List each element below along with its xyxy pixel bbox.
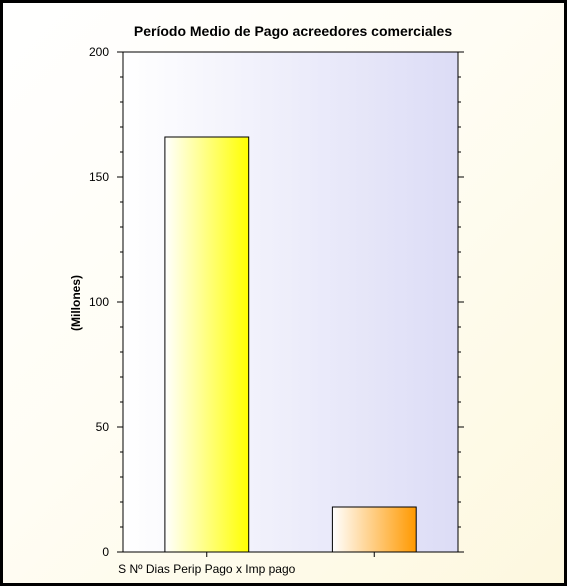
y-tick-label: 100 [89,295,109,309]
bars [164,136,417,553]
bar-chart: Período Medio de Pago acreedores comerci… [69,23,464,576]
y-tick-label: 50 [96,420,110,434]
chart-title: Período Medio de Pago acreedores comerci… [134,23,452,39]
x-axis: S Nº Dias Perip Pago x Imp pago [118,552,375,576]
bar-1 [331,506,417,553]
bar-0 [164,136,250,553]
y-axis: 0 50 100 150 200 [89,45,464,559]
y-tick-label: 200 [89,45,109,59]
x-category-label: S Nº Dias Perip Pago x Imp pago [118,562,295,576]
y-tick-label: 150 [89,170,109,184]
y-tick-label: 0 [102,545,109,559]
y-axis-label: (Millones) [69,275,83,331]
